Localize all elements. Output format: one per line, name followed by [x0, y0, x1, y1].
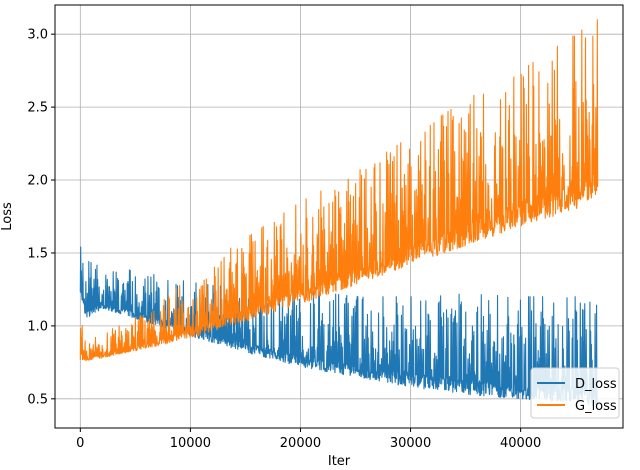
- y-tick-label: 2.0: [27, 174, 48, 189]
- x-axis-label: Iter: [328, 454, 351, 469]
- x-tick-label: 20000: [280, 436, 321, 451]
- y-tick-label: 3.0: [27, 28, 48, 43]
- series-g-loss-line: [79, 19, 599, 362]
- x-tick-label: 30000: [390, 436, 431, 451]
- plot-area-frame: [54, 4, 624, 429]
- series-d-loss-line: [79, 246, 599, 406]
- y-tick-label: 2.5: [27, 101, 48, 116]
- y-tick-label: 1.0: [27, 319, 48, 334]
- axis-ticks: 0 10000 20000 30000 40000 0.5 1.0 1.5 2.0 2.5 3.0: [27, 28, 541, 451]
- legend-d-loss-label: D_loss: [575, 377, 617, 392]
- x-tick-label: 0: [76, 436, 84, 451]
- plot-series: [79, 19, 599, 406]
- y-tick-label: 0.5: [27, 392, 48, 407]
- x-tick-label: 40000: [500, 436, 541, 451]
- x-tick-label: 10000: [170, 436, 211, 451]
- legend: D_loss G_loss: [530, 367, 620, 419]
- y-tick-label: 1.5: [27, 246, 48, 261]
- legend-g-loss-label: G_loss: [575, 399, 617, 414]
- y-axis-label: Loss: [0, 202, 15, 231]
